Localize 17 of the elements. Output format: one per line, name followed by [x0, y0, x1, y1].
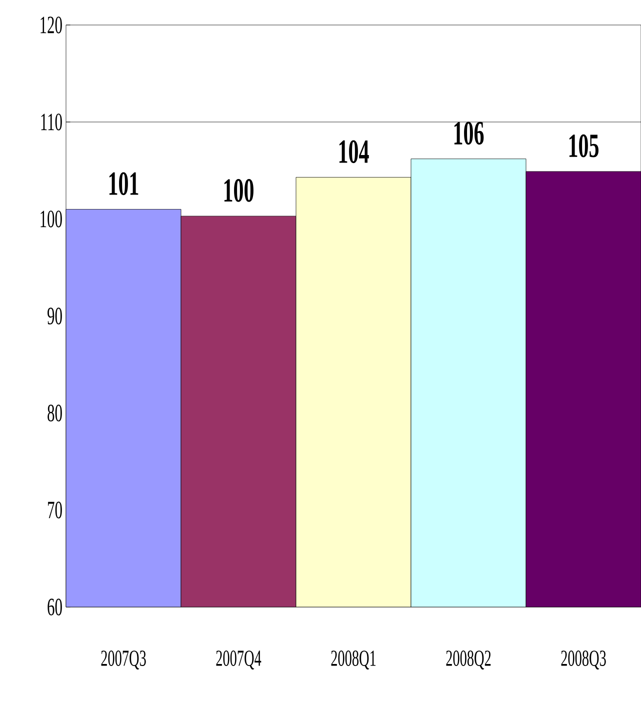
data-label: 101 — [109, 172, 138, 196]
y-tick-label: 90 — [48, 308, 62, 324]
y-tick-label: 70 — [48, 502, 62, 518]
x-tick-label: 2007Q3 — [101, 650, 146, 670]
y-tick-label: 100 — [40, 210, 62, 228]
data-label: 106 — [454, 122, 484, 145]
x-tick-label: 2008Q3 — [561, 650, 606, 670]
y-tick-label: 80 — [48, 404, 62, 422]
y-tick-label: 120 — [40, 16, 62, 34]
data-label: 100 — [224, 179, 254, 202]
data-label: 104 — [339, 140, 369, 164]
x-tick-label: 2008Q1 — [331, 650, 376, 670]
y-tick-label: 110 — [41, 114, 62, 130]
x-tick-label: 2008Q2 — [446, 650, 491, 670]
data-label: 105 — [569, 134, 598, 158]
y-tick-label: 60 — [48, 598, 62, 616]
x-tick-label: 2007Q4 — [216, 650, 262, 670]
